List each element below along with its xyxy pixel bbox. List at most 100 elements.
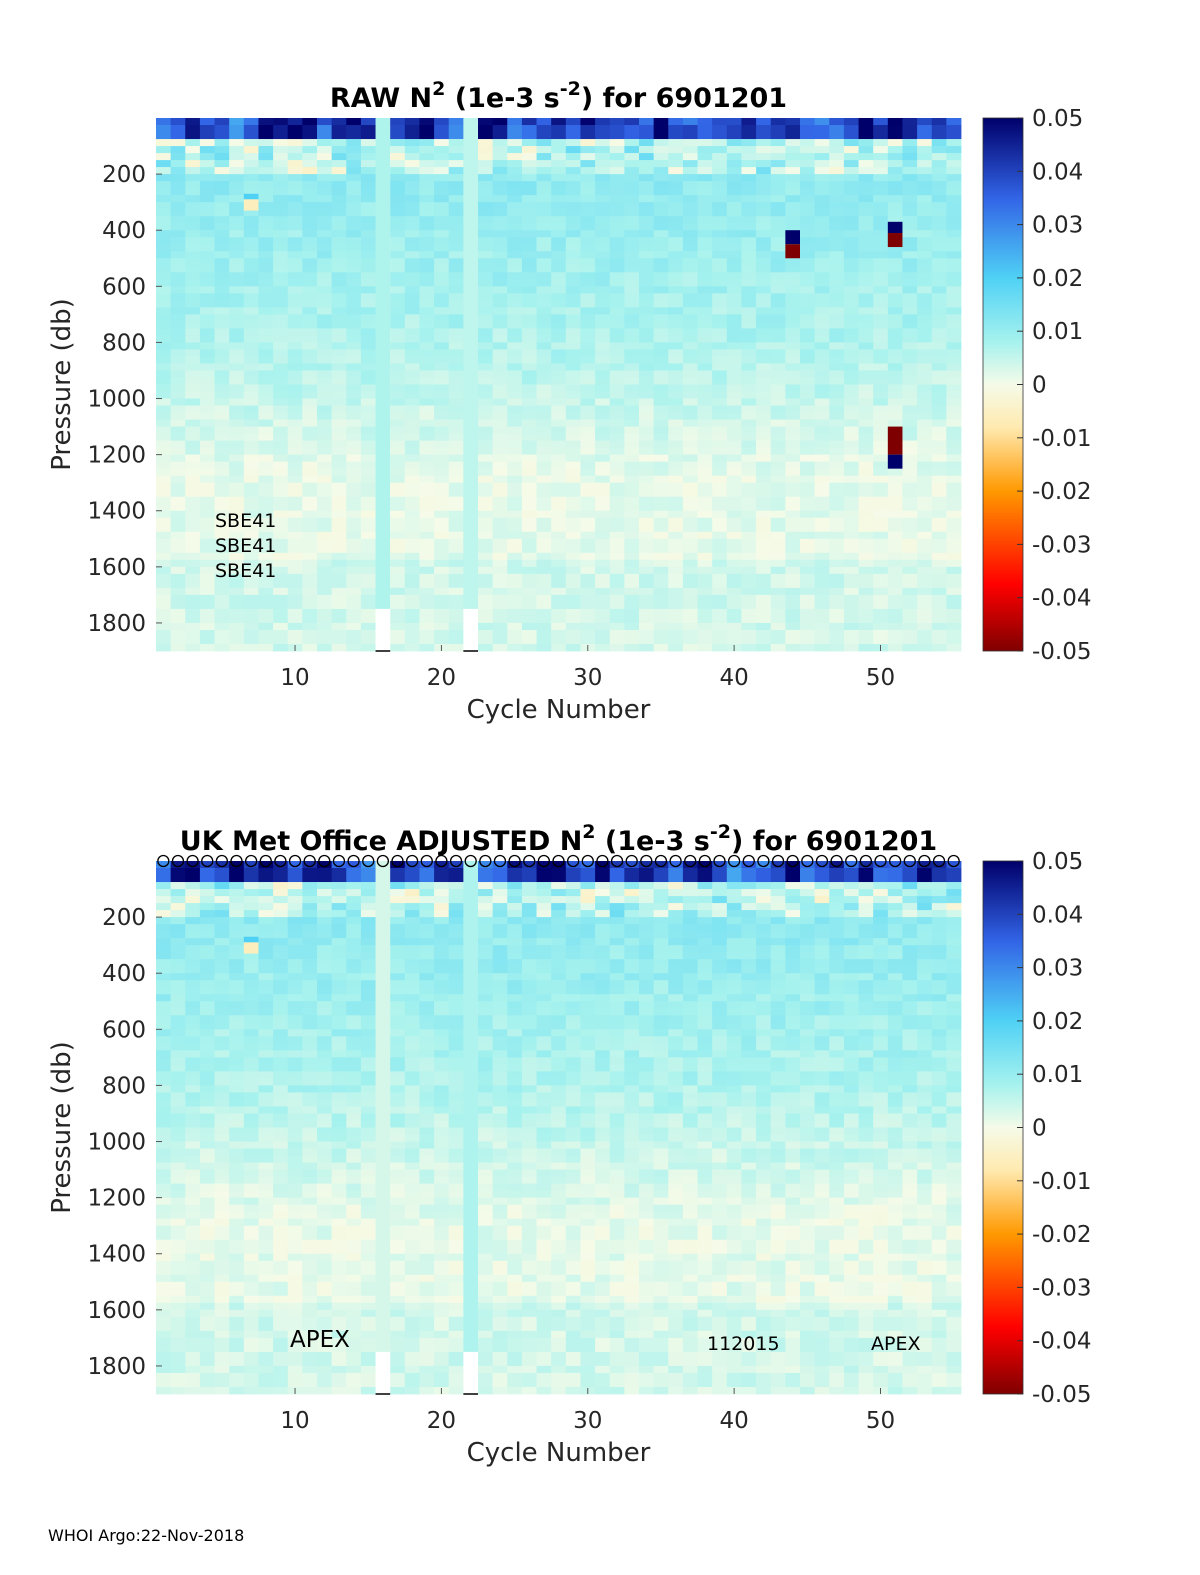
heatmap-cell [346,412,362,420]
heatmap-cell [624,244,640,252]
heatmap-cell [624,370,640,378]
heatmap-cell [214,391,230,399]
heatmap-cell [624,615,640,624]
heatmap-cell [565,335,581,343]
heatmap-cell [800,454,816,463]
heatmap-cell [492,608,508,617]
heatmap-cell [287,1274,303,1283]
heatmap-cell [917,384,933,392]
heatmap-cell [156,265,172,273]
heatmap-cell [741,391,757,399]
heatmap-cell [317,293,333,301]
heatmap-cell [434,321,450,329]
heatmap-cell [565,363,581,371]
heatmap-cell [229,1050,245,1058]
heatmap-cell [478,314,494,322]
heatmap-cell [785,195,801,203]
heatmap-cell [346,328,362,336]
heatmap-cell [712,510,728,519]
heatmap-cell [536,643,552,652]
heatmap-cell [243,896,259,904]
heatmap-cell [243,118,259,126]
heatmap-cell [390,454,406,463]
heatmap-cell [185,468,201,477]
heatmap-cell [931,587,947,596]
heatmap-cell [287,1141,303,1149]
heatmap-cell [331,594,347,603]
heatmap-cell [521,216,537,224]
heatmap-cell [258,559,274,568]
heatmap-cell [712,265,728,273]
heatmap-cell [639,524,655,533]
heatmap-cell [580,342,596,350]
heatmap-cell [170,545,186,554]
heatmap-cell [317,377,333,385]
heatmap-cell [229,622,245,631]
heatmap-cell [448,293,464,301]
heatmap-cell [829,251,845,259]
heatmap-cell [404,398,420,406]
heatmap-cell [902,300,918,308]
heatmap-cell [565,118,581,126]
heatmap-cell [492,482,508,491]
heatmap-cell [273,987,289,995]
heatmap-cell [317,1190,333,1199]
heatmap-cell [243,538,259,547]
heatmap-cell [712,622,728,631]
heatmap-cell [902,545,918,554]
heatmap-cell [199,237,215,245]
heatmap-cell [317,1253,333,1262]
heatmap-cell [858,195,874,203]
heatmap-cell [273,251,289,259]
heatmap-cell [229,524,245,533]
heatmap-cell [507,615,523,624]
heatmap-cell [712,391,728,399]
heatmap-cell [726,258,742,266]
heatmap-cell [170,861,186,869]
heatmap-cell [653,608,669,617]
heatmap-cell [741,279,757,287]
heatmap-cell [843,377,859,385]
heatmap-cell [917,461,933,470]
heatmap-cell [609,559,625,568]
heatmap-cell [317,391,333,399]
heatmap-cell [199,349,215,357]
heatmap-cell [829,118,845,126]
heatmap-cell [170,188,186,196]
heatmap-cell [507,286,523,294]
heatmap-cell [887,251,903,259]
heatmap-cell [843,321,859,329]
heatmap-cell [551,272,567,280]
heatmap-cell [873,636,889,645]
heatmap-cell [229,1302,245,1311]
heatmap-cell [287,629,303,638]
heatmap-cell [580,139,596,147]
heatmap-cell [331,615,347,624]
heatmap-cell [902,629,918,638]
heatmap-cell [317,889,333,897]
heatmap-cell [887,356,903,364]
heatmap-cell [887,146,903,154]
heatmap-cell [434,251,450,259]
heatmap-cell [185,335,201,343]
heatmap-cell [639,349,655,357]
sensor-annotation: SBE41 [215,535,276,557]
heatmap-cell [185,938,201,946]
heatmap-cell [390,608,406,617]
heatmap-cell [302,559,318,568]
heatmap-cell [565,146,581,154]
heatmap-cell [419,377,435,385]
heatmap-cell [902,580,918,589]
heatmap-cell [273,244,289,252]
heatmap-cell [287,524,303,533]
heatmap-cell [551,223,567,231]
heatmap-cell [521,335,537,343]
heatmap-cell [726,195,742,203]
heatmap-cell [331,545,347,554]
heatmap-cell [448,279,464,287]
heatmap-cell [199,195,215,203]
heatmap-cell [346,188,362,196]
heatmap-cell [214,1365,230,1374]
heatmap-cell [595,587,611,596]
heatmap-cell [770,573,786,582]
